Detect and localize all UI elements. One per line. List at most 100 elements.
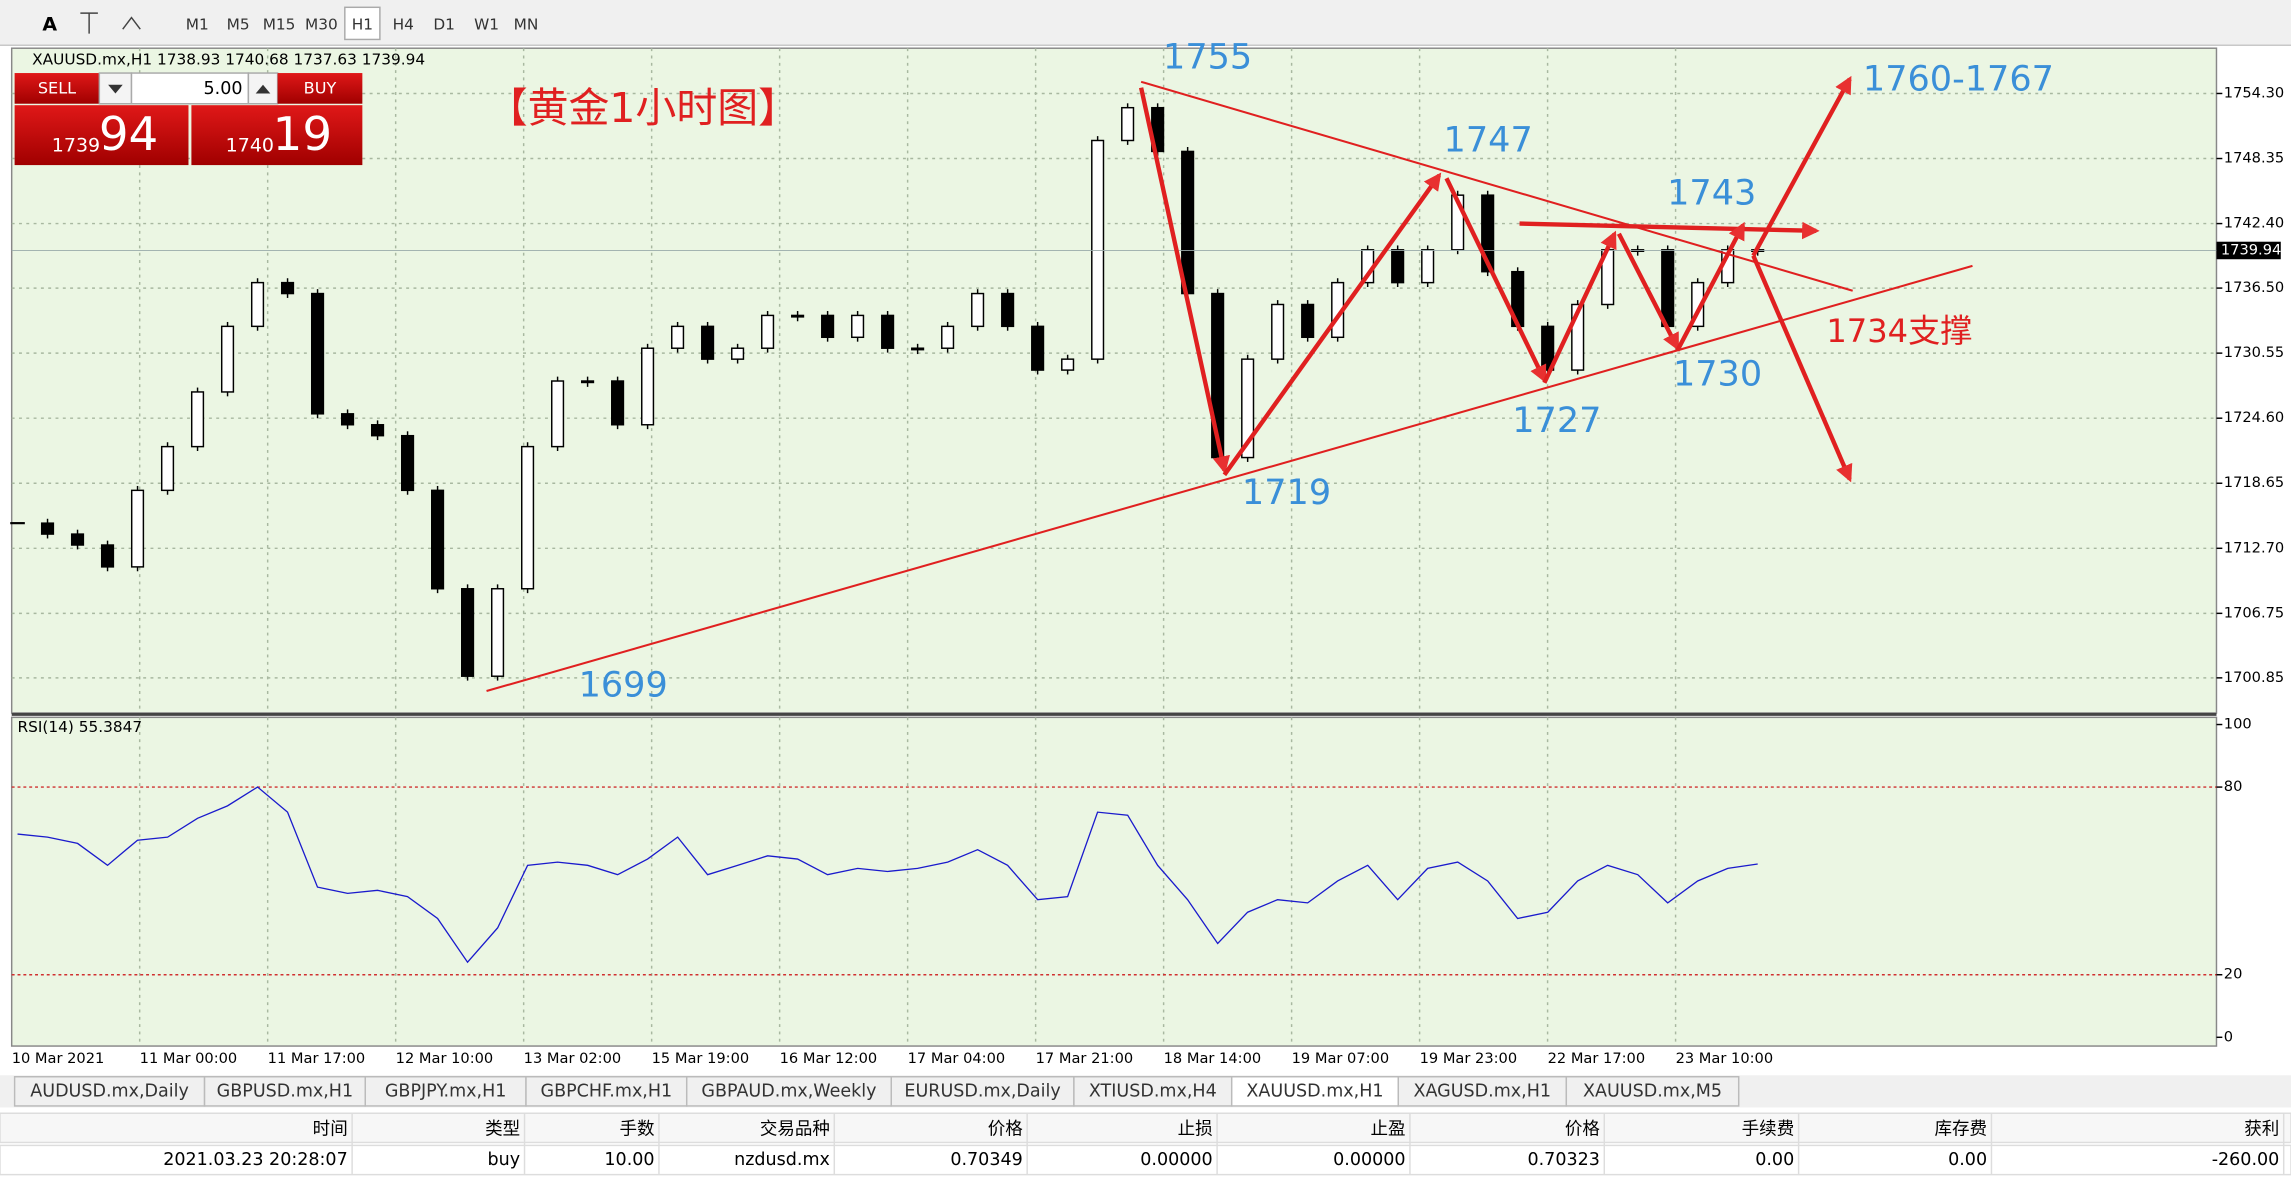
candle	[881, 314, 895, 349]
bid-small[interactable]: 1739	[52, 135, 100, 157]
tab-label[interactable]: GBPUSD.mx,H1	[217, 1081, 353, 1101]
annotation: 1699	[579, 665, 668, 706]
candle	[1241, 358, 1255, 459]
tab-label[interactable]: XAGUSD.mx,H1	[1413, 1081, 1551, 1101]
sell-button[interactable]	[14, 73, 100, 104]
toolbar-button[interactable]: MN	[514, 15, 539, 33]
tab[interactable]	[203, 1076, 367, 1107]
x-tick-label: 16 Mar 12:00	[780, 1050, 878, 1067]
x-tick-label: 19 Mar 07:00	[1292, 1050, 1390, 1067]
tab[interactable]	[1073, 1076, 1233, 1107]
column-header: 库存费	[1935, 1119, 1988, 1139]
x-tick-label: 18 Mar 14:00	[1164, 1050, 1262, 1067]
tab-label[interactable]: GBPCHF.mx,H1	[541, 1081, 673, 1101]
annotation: 1755	[1163, 36, 1252, 77]
candle	[220, 325, 235, 393]
tab[interactable]	[525, 1076, 688, 1107]
tab[interactable]	[1565, 1076, 1740, 1107]
x-tick-label: 13 Mar 02:00	[524, 1050, 622, 1067]
candle	[1391, 249, 1405, 284]
toolbar-icon[interactable]	[80, 12, 98, 34]
cell: 0.00	[1948, 1150, 1987, 1170]
column-header: 止盈	[1371, 1119, 1406, 1139]
lot-value[interactable]: 5.00	[204, 79, 243, 99]
annotations: 【黄金1小时图】 1755 1747 1743 1760-1767 1699 1…	[487, 36, 2054, 705]
down-icon	[108, 84, 123, 94]
buy-button[interactable]	[277, 73, 363, 104]
tab[interactable]	[685, 1076, 892, 1107]
candle	[1661, 249, 1675, 328]
toolbar-button[interactable]: M1	[186, 15, 209, 33]
candle	[250, 281, 265, 328]
toolbar-button[interactable]: H4	[393, 15, 414, 33]
candle	[280, 281, 295, 295]
candle	[370, 424, 385, 437]
rsi-line	[17, 786, 1758, 964]
cell: 0.00	[1755, 1150, 1794, 1170]
table-row	[0, 1144, 2291, 1176]
toolbar	[0, 0, 2291, 46]
candle	[130, 489, 145, 568]
rsi-chart: 100 80 20 0	[11, 716, 2252, 1045]
y-tick-label: 80	[2224, 778, 2243, 795]
column-header: 价格	[1565, 1119, 1601, 1139]
tab[interactable]	[364, 1076, 527, 1107]
bid-big[interactable]: 94	[99, 108, 159, 162]
candle	[491, 588, 505, 677]
toolbar-button[interactable]: A	[42, 13, 57, 35]
tab[interactable]	[1230, 1076, 1400, 1107]
sell-label[interactable]: SELL	[38, 79, 76, 98]
lot-input[interactable]	[130, 72, 250, 105]
candle	[1301, 303, 1315, 339]
ask-big[interactable]: 19	[273, 108, 333, 162]
x-tick-label: 17 Mar 21:00	[1036, 1050, 1134, 1067]
toolbar-button[interactable]: D1	[433, 15, 455, 33]
tab-label[interactable]: GBPJPY.mx,H1	[385, 1081, 507, 1101]
arrow	[1616, 232, 1680, 351]
candle	[551, 380, 565, 448]
candle	[310, 292, 325, 415]
x-tick-label: 10 Mar 2021	[12, 1050, 105, 1067]
cell: 0.00000	[1140, 1150, 1212, 1170]
table-header	[0, 1112, 2291, 1144]
candle	[1031, 325, 1045, 371]
toolbar-button[interactable]: H1	[352, 15, 373, 33]
trend-drawings	[486, 75, 1973, 693]
arrow	[1222, 172, 1442, 477]
candle	[160, 445, 175, 492]
tab[interactable]	[1397, 1076, 1568, 1107]
ask-box[interactable]	[191, 105, 363, 166]
column-header: 时间	[313, 1119, 348, 1139]
candle	[40, 522, 55, 535]
toolbar-button[interactable]: M30	[305, 15, 338, 33]
buy-label[interactable]: BUY	[304, 79, 337, 98]
column-header: 止损	[1178, 1119, 1213, 1139]
tab[interactable]	[890, 1076, 1075, 1107]
candle	[340, 413, 355, 426]
cell: 0.00000	[1333, 1150, 1405, 1170]
tab-label[interactable]: XTIUSD.mx,H4	[1089, 1081, 1217, 1101]
active-button[interactable]	[344, 6, 381, 41]
annotation: 1719	[1242, 472, 1331, 513]
toolbar-button[interactable]: M5	[227, 15, 250, 33]
tab-label[interactable]: XAUUSD.mx,H1	[1246, 1081, 1383, 1101]
toolbar-button[interactable]: W1	[474, 15, 499, 33]
toolbar-button[interactable]: M15	[263, 15, 296, 33]
candle	[911, 347, 925, 351]
candle	[1061, 358, 1075, 371]
candle	[1451, 194, 1465, 251]
candle	[190, 391, 205, 448]
resistance-line	[1140, 80, 1853, 292]
up-icon	[255, 84, 271, 94]
tab-label[interactable]: AUDUSD.mx,Daily	[30, 1081, 189, 1101]
tab[interactable]	[13, 1076, 206, 1107]
toolbar-icon[interactable]	[122, 16, 141, 30]
bid-box[interactable]	[14, 105, 189, 166]
ask-small[interactable]: 1740	[226, 135, 274, 157]
candle	[1541, 325, 1555, 371]
tab-label[interactable]: EURUSD.mx,Daily	[904, 1081, 1060, 1101]
tab-label[interactable]: GBPAUD.mx,Weekly	[701, 1081, 876, 1101]
column-header: 价格	[988, 1119, 1024, 1139]
y-tick-label: 0	[2224, 1028, 2233, 1045]
tab-label[interactable]: XAUUSD.mx,M5	[1583, 1081, 1722, 1101]
